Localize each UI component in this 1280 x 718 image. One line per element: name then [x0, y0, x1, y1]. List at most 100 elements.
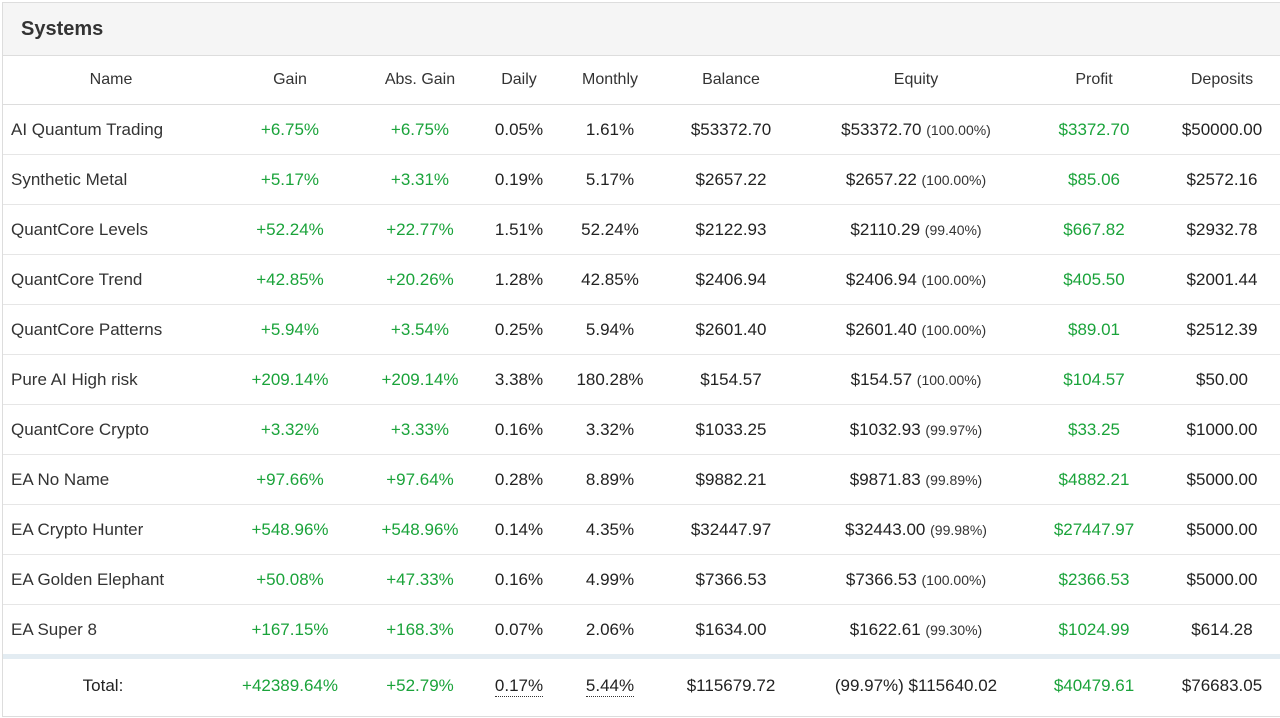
panel-header: Systems [3, 3, 1280, 56]
table-row[interactable]: QuantCore Levels +52.24% +22.77% 1.51% 52.24… [3, 204, 1280, 255]
row-deposits: $2001.44 [1157, 254, 1280, 305]
row-monthly: 4.99% [559, 554, 661, 605]
row-abs-gain: +3.54% [361, 304, 479, 355]
row-name-link[interactable]: QuantCore Trend [3, 254, 219, 305]
row-gain: +5.94% [219, 304, 361, 355]
row-gain: +52.24% [219, 204, 361, 255]
column-header-gain[interactable]: Gain [219, 56, 361, 105]
row-daily: 0.19% [479, 154, 559, 205]
row-equity: $53372.70 (100.00%) [801, 104, 1031, 155]
row-name-link[interactable]: Pure AI High risk [3, 354, 219, 405]
table-row[interactable]: EA Super 8 +167.15% +168.3% 0.07% 2.06% $1634… [3, 604, 1280, 657]
row-profit: $104.57 [1031, 354, 1157, 405]
row-name-link[interactable]: EA Golden Elephant [3, 554, 219, 605]
total-abs-gain: +52.79% [361, 654, 479, 713]
table-row[interactable]: Pure AI High risk +209.14% +209.14% 3.38% 18… [3, 354, 1280, 405]
row-balance: $7366.53 [661, 554, 801, 605]
total-deposits: $76683.05 [1157, 654, 1280, 713]
row-balance: $32447.97 [661, 504, 801, 555]
row-name-link[interactable]: EA Crypto Hunter [3, 504, 219, 555]
row-abs-gain: +47.33% [361, 554, 479, 605]
row-profit: $27447.97 [1031, 504, 1157, 555]
column-header-profit[interactable]: Profit [1031, 56, 1157, 105]
row-monthly: 180.28% [559, 354, 661, 405]
row-equity: $2110.29 (99.40%) [801, 204, 1031, 255]
row-daily: 0.14% [479, 504, 559, 555]
row-daily: 0.07% [479, 604, 559, 657]
row-equity-value: $9871.83 [849, 469, 921, 489]
row-profit: $89.01 [1031, 304, 1157, 355]
total-monthly-value[interactable]: 5.44% [585, 676, 635, 697]
table-row[interactable]: EA Golden Elephant +50.08% +47.33% 0.16% 4.9… [3, 554, 1280, 605]
row-equity-percent: (100.00%) [921, 271, 987, 288]
row-balance: $9882.21 [661, 454, 801, 505]
row-name-link[interactable]: QuantCore Patterns [3, 304, 219, 355]
row-equity: $7366.53 (100.00%) [801, 554, 1031, 605]
column-header-daily[interactable]: Daily [479, 56, 559, 105]
row-profit: $33.25 [1031, 404, 1157, 455]
table-row[interactable]: EA Crypto Hunter +548.96% +548.96% 0.14% 4.3… [3, 504, 1280, 555]
row-equity-value: $2406.94 [845, 269, 917, 289]
row-monthly: 8.89% [559, 454, 661, 505]
row-name-link[interactable]: Synthetic Metal [3, 154, 219, 205]
row-name-link[interactable]: EA No Name [3, 454, 219, 505]
row-daily: 0.16% [479, 554, 559, 605]
row-deposits: $50.00 [1157, 354, 1280, 405]
row-abs-gain: +3.33% [361, 404, 479, 455]
row-profit: $667.82 [1031, 204, 1157, 255]
row-daily: 0.05% [479, 104, 559, 155]
row-balance: $2657.22 [661, 154, 801, 205]
table-row[interactable]: QuantCore Patterns +5.94% +3.54% 0.25% 5.94%… [3, 304, 1280, 355]
total-daily-value[interactable]: 0.17% [494, 676, 544, 697]
row-abs-gain: +6.75% [361, 104, 479, 155]
row-abs-gain: +548.96% [361, 504, 479, 555]
row-abs-gain: +20.26% [361, 254, 479, 305]
row-balance: $2122.93 [661, 204, 801, 255]
table-row[interactable]: QuantCore Trend +42.85% +20.26% 1.28% 42.85%… [3, 254, 1280, 305]
row-equity: $2601.40 (100.00%) [801, 304, 1031, 355]
row-gain: +50.08% [219, 554, 361, 605]
row-name-link[interactable]: QuantCore Crypto [3, 404, 219, 455]
row-gain: +97.66% [219, 454, 361, 505]
total-label: Total: [3, 654, 219, 713]
table-row[interactable]: AI Quantum Trading +6.75% +6.75% 0.05% 1.61%… [3, 104, 1280, 155]
table-row[interactable]: EA No Name +97.66% +97.64% 0.28% 8.89% $9882.… [3, 454, 1280, 505]
row-balance: $1634.00 [661, 604, 801, 657]
total-daily[interactable]: 0.17% [479, 654, 559, 713]
row-equity-value: $1622.61 [849, 619, 921, 639]
row-gain: +42.85% [219, 254, 361, 305]
column-header-monthly[interactable]: Monthly [559, 56, 661, 105]
row-equity-percent: (99.30%) [925, 621, 983, 638]
row-name-link[interactable]: EA Super 8 [3, 604, 219, 657]
row-monthly: 5.94% [559, 304, 661, 355]
column-header-balance[interactable]: Balance [661, 56, 801, 105]
row-balance: $154.57 [661, 354, 801, 405]
column-header-abs-gain[interactable]: Abs. Gain [361, 56, 479, 105]
row-deposits: $5000.00 [1157, 454, 1280, 505]
row-deposits: $1000.00 [1157, 404, 1280, 455]
row-equity: $32443.00 (99.98%) [801, 504, 1031, 555]
row-equity-percent: (100.00%) [926, 121, 991, 138]
row-monthly: 1.61% [559, 104, 661, 155]
row-monthly: 52.24% [559, 204, 661, 255]
row-daily: 0.28% [479, 454, 559, 505]
table-row[interactable]: Synthetic Metal +5.17% +3.31% 0.19% 5.17% $26… [3, 154, 1280, 205]
table-row[interactable]: QuantCore Crypto +3.32% +3.33% 0.16% 3.32% $1… [3, 404, 1280, 455]
row-monthly: 5.17% [559, 154, 661, 205]
row-balance: $2406.94 [661, 254, 801, 305]
row-profit: $2366.53 [1031, 554, 1157, 605]
total-balance: $115679.72 [661, 654, 801, 713]
row-deposits: $5000.00 [1157, 504, 1280, 555]
row-equity-value: $2657.22 [845, 169, 917, 189]
row-equity: $2657.22 (100.00%) [801, 154, 1031, 205]
panel-title: Systems [21, 17, 104, 40]
row-name-link[interactable]: QuantCore Levels [3, 204, 219, 255]
column-header-name[interactable]: Name [3, 56, 219, 105]
column-header-equity[interactable]: Equity [801, 56, 1031, 105]
total-monthly[interactable]: 5.44% [559, 654, 661, 713]
row-equity: $1622.61 (99.30%) [801, 604, 1031, 657]
row-balance: $1033.25 [661, 404, 801, 455]
row-name-link[interactable]: AI Quantum Trading [3, 104, 219, 155]
column-header-deposits[interactable]: Deposits [1157, 56, 1280, 105]
total-profit: $40479.61 [1031, 654, 1157, 713]
